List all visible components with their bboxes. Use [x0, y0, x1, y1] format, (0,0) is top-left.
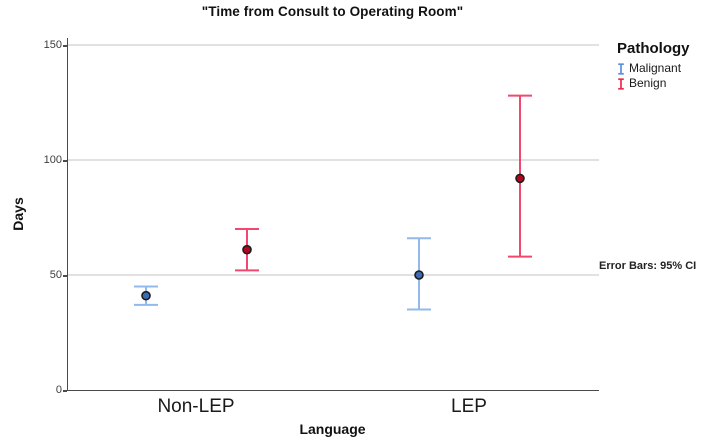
error-bar-benign-lep [508, 94, 532, 258]
chart-title: "Time from Consult to Operating Room" [201, 4, 464, 19]
errorbar-glyph-icon [618, 62, 624, 75]
plot-area [67, 38, 599, 391]
legend-label-benign: Benign [629, 76, 667, 90]
y-tick-mark-50 [63, 275, 67, 277]
x-category-label-non-lep: Non-LEP [157, 396, 235, 417]
legend-item-malignant: Malignant [617, 62, 712, 75]
error-bars-footnote: Error Bars: 95% CI [599, 260, 697, 272]
legend-title: Pathology [617, 40, 690, 57]
y-tick-mark-0 [63, 390, 67, 392]
legend: Pathology Malignant Benign [617, 40, 712, 92]
error-bar-benign-non-lep [235, 228, 259, 272]
y-axis-label: Days [10, 197, 26, 231]
y-tick-label-0: 0 [55, 384, 62, 396]
error-bar-malignant-lep [407, 237, 431, 311]
y-tick-label-100: 100 [43, 154, 62, 166]
y-tick-label-150: 150 [43, 39, 62, 51]
legend-items: Malignant Benign [617, 62, 712, 90]
mean-marker-benign-non-lep [242, 244, 252, 255]
mean-marker-benign-lep [515, 173, 525, 184]
x-category-label-lep: LEP [451, 396, 487, 417]
chart-canvas [68, 44, 599, 311]
y-tick-label-50: 50 [49, 269, 62, 281]
x-axis-label: Language [299, 421, 366, 437]
errorbar-glyph-icon [618, 77, 624, 90]
mean-marker-malignant-lep [414, 270, 424, 280]
legend-label-malignant: Malignant [629, 61, 682, 75]
legend-item-benign: Benign [617, 77, 712, 90]
error-bar-malignant-non-lep [134, 285, 158, 306]
y-tick-mark-100 [63, 160, 67, 162]
mean-marker-malignant-non-lep [141, 290, 151, 301]
y-tick-mark-150 [63, 45, 67, 47]
